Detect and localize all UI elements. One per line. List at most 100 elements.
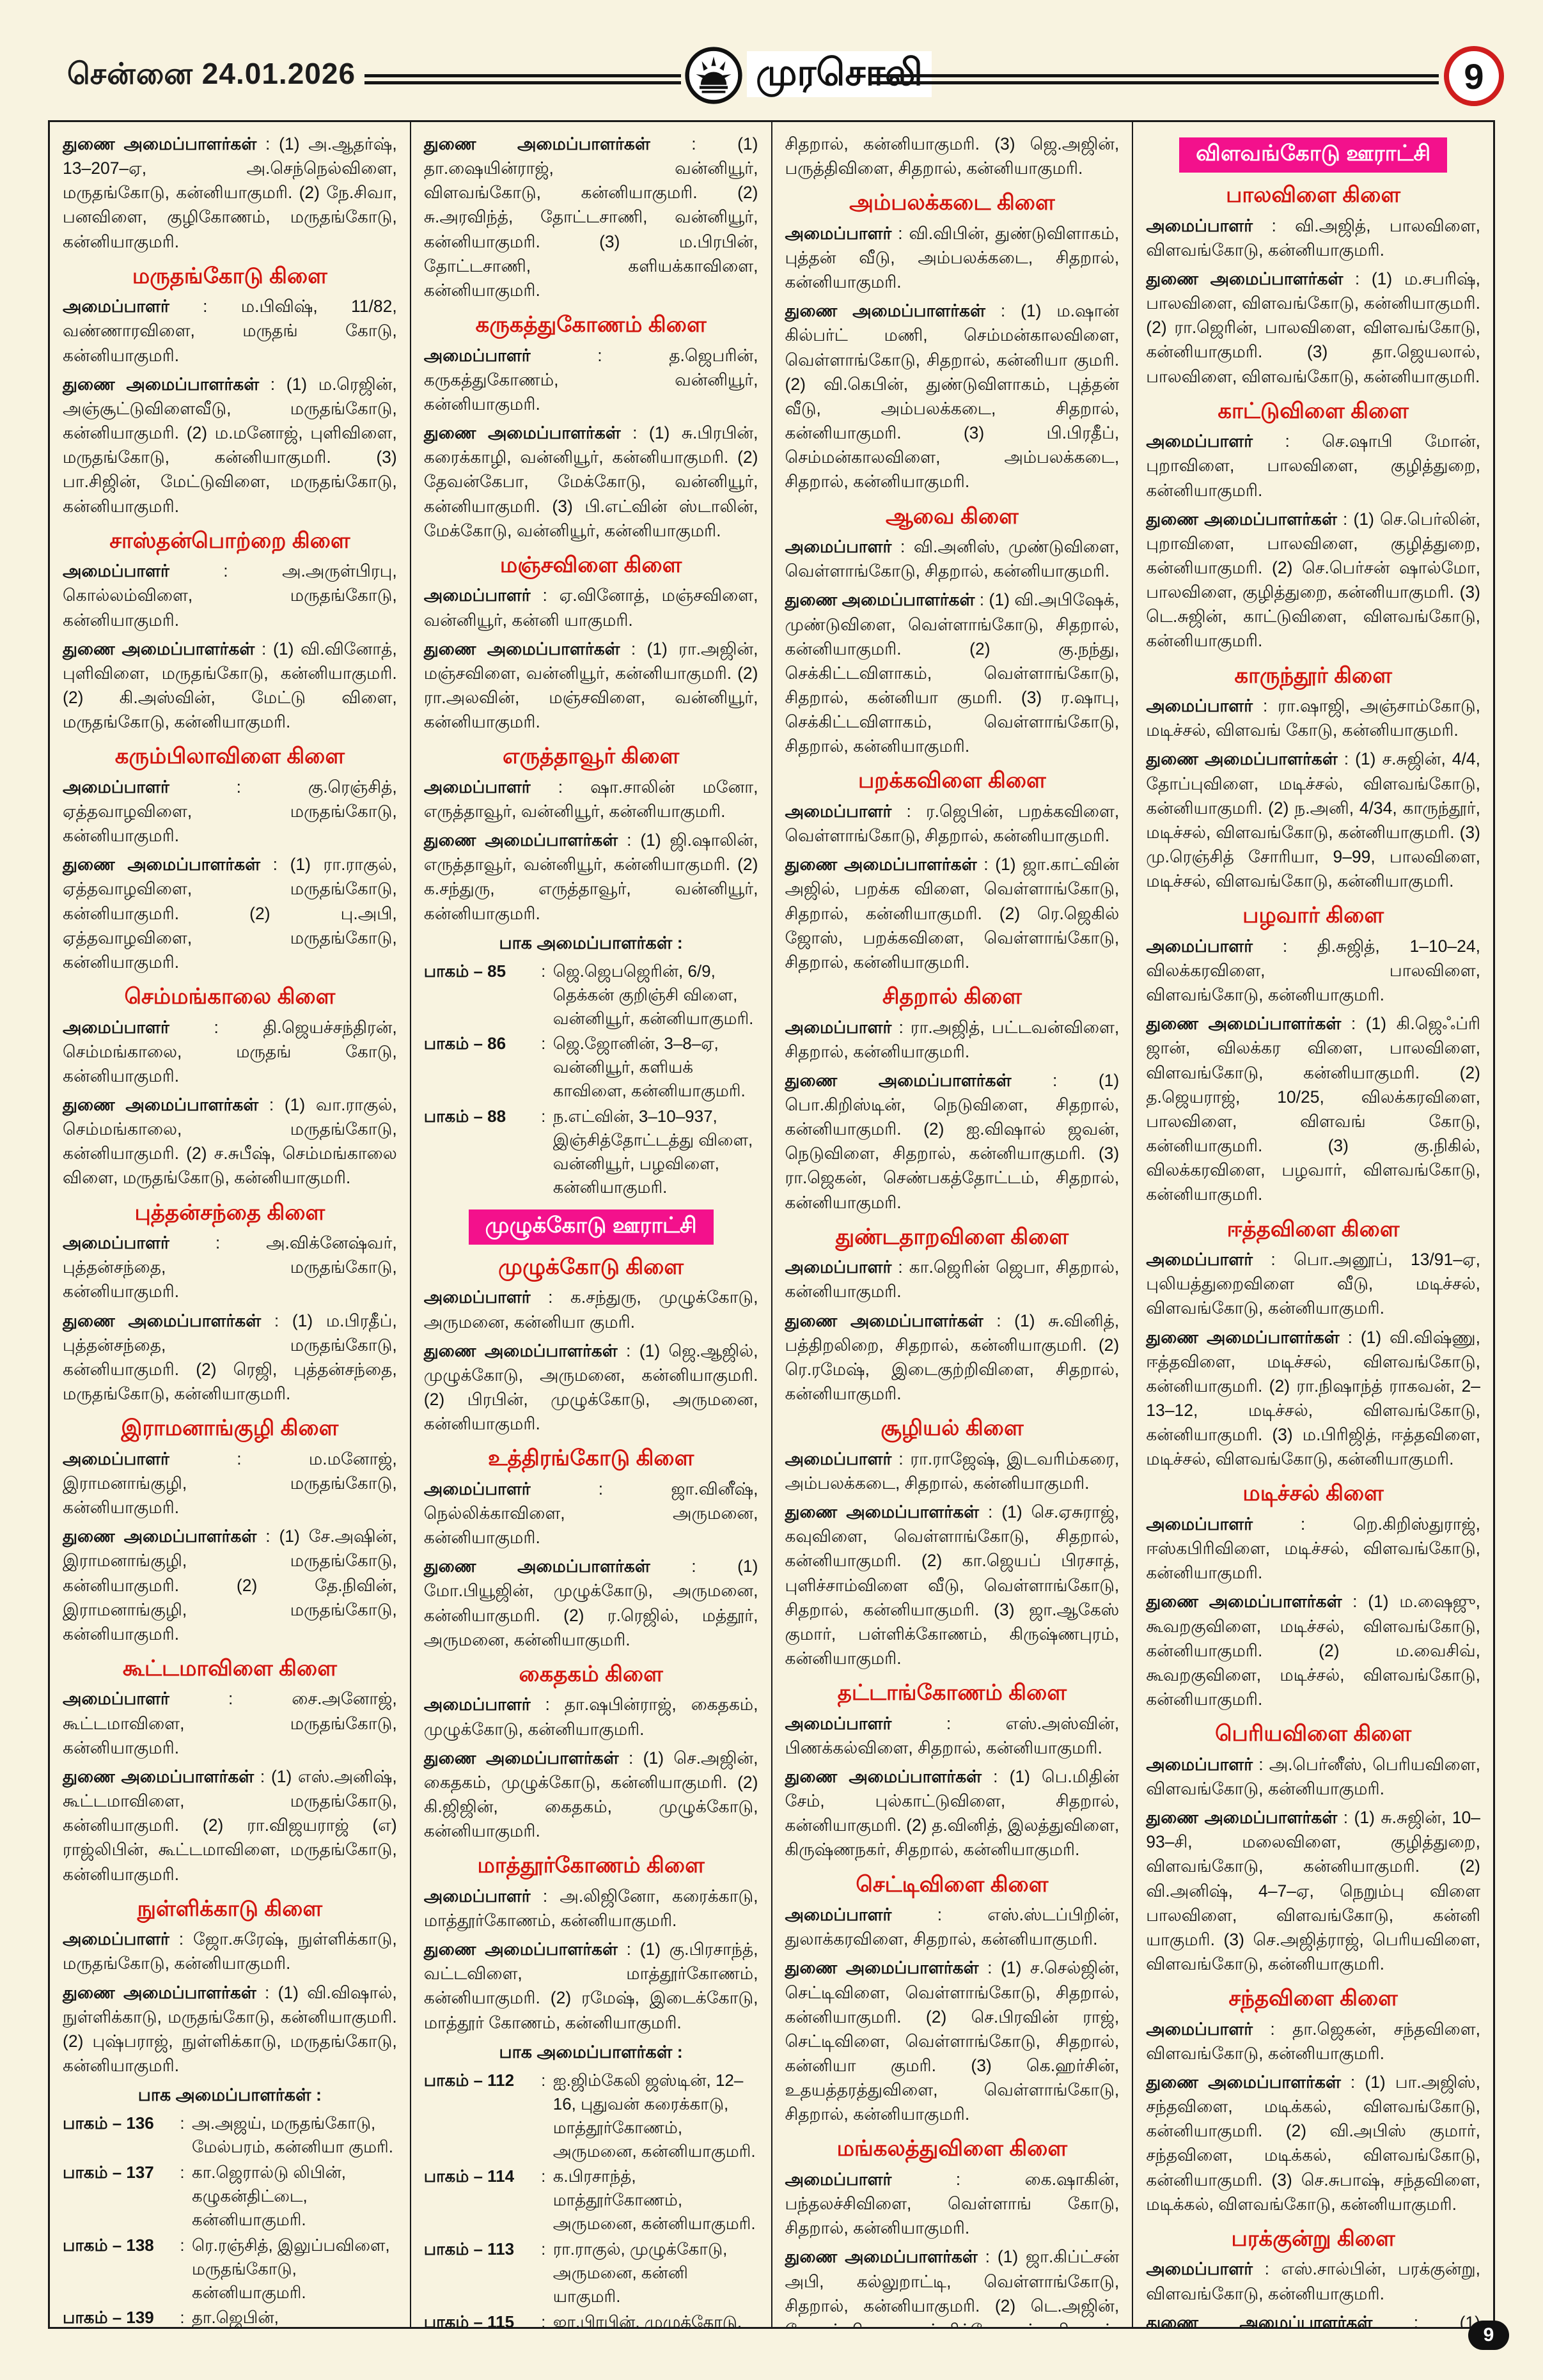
organizer-paragraph: அமைப்பாளர் : அ.விக்னேஷ்வர், புத்தன்சந்தை… [63, 1233, 397, 1302]
role-label: துணை அமைப்பாளர்கள் [785, 2247, 978, 2267]
organizer-paragraph: அமைப்பாளர் : எஸ்.அஸ்வின், பிணக்கல்விளை, … [785, 1713, 1120, 1757]
organizer-paragraph: அமைப்பாளர் : பொ.அனூப், 13/91–ஏ, புலியத்த… [1146, 1250, 1480, 1318]
role-label: அமைப்பாளர் [785, 1257, 892, 1277]
deputy-organizers-paragraph: துணை அமைப்பாளர்கள் : (1) ச.சுஜின், 4/4, … [1146, 749, 1480, 891]
branch-heading: புத்தன்சந்தை கிளை [134, 1200, 325, 1225]
deputy-organizers-paragraph: துணை அமைப்பாளர்கள் : (1) ம.பிரதீப், புத்… [63, 1311, 397, 1404]
role-label: அமைப்பாளர் [785, 801, 892, 821]
rising-sun-logo-icon [684, 46, 743, 105]
role-label: துணை அமைப்பாளர்கள் [423, 1341, 618, 1360]
branch-heading: மருதங்கோடு கிளை [132, 263, 327, 288]
news-column: சிதறால், கன்னியாகுமரி. (3) ஜெ.அஜின், பரு… [772, 122, 1134, 2327]
branch-heading: பெரியவிளை கிளை [1215, 1722, 1412, 1746]
footer-page-number: 9 [1468, 2321, 1509, 2350]
organizer-paragraph: அமைப்பாளர் : கா.ஜெரின் ஜெபா, சிதறால், கன… [785, 1257, 1120, 1302]
organizer-paragraph: அமைப்பாளர் : வி.அஜித், பாலவிளை, விளவங்கோ… [1146, 215, 1480, 260]
branch-heading: கூட்டமாவிளை கிளை [122, 1656, 337, 1681]
role-label: அமைப்பாளர் [63, 561, 169, 581]
ward-row: பாகம் – 112: ஐ.ஜிம்கேலி ஜஸ்டின், 12–16, ப… [424, 2069, 758, 2163]
content-grid: துணை அமைப்பாளர்கள் : (1) அ.ஆதர்ஷ், 13–20… [48, 120, 1495, 2329]
role-label: துணை அமைப்பாளர்கள் [63, 134, 257, 153]
ward-row: பாகம் – 115: ஜா.பிரபின், முழுக்கோடு, அரும… [424, 2310, 758, 2327]
role-label: அமைப்பாளர் [1146, 215, 1253, 235]
header-rule-left [364, 74, 681, 84]
ward-colon: : [180, 2113, 185, 2133]
role-label: துணை அமைப்பாளர்கள் [785, 1766, 982, 1786]
role-label: அமைப்பாளர் [63, 1689, 169, 1709]
role-label: துணை அமைப்பாளர்கள் [423, 134, 650, 153]
deputy-organizers-paragraph: துணை அமைப்பாளர்கள் : (1) மோ.பிறமோத், பரக… [1146, 2310, 1480, 2327]
role-label: அமைப்பாளர் [1146, 936, 1253, 956]
organizer-paragraph: அமைப்பாளர் : ம.மனோஜ், இராமனாங்குழி, மருத… [63, 1449, 397, 1518]
role-label: அமைப்பாளர் [1146, 1250, 1253, 1270]
news-column: விளவங்கோடு ஊராட்சி பாலவிளை கிளை அமைப்பாளர்… [1133, 122, 1493, 2327]
role-label: துணை அமைப்பாளர்கள் [423, 639, 620, 658]
organizer-paragraph: அமைப்பாளர் : தி.ஜெயச்சந்திரன், செம்மங்கா… [63, 1017, 397, 1085]
branch-heading: சந்தவிளை கிளை [1228, 1986, 1398, 2011]
deputy-organizers-paragraph: துணை அமைப்பாளர்கள் : (1) சு.பிரபின், கரை… [423, 423, 758, 540]
ward-row: பாகம் – 114: க.பிரசாந்த், மாத்தூர்கோணம், … [424, 2165, 758, 2236]
role-label: அமைப்பாளர் [785, 1017, 892, 1037]
deputy-organizers-paragraph: துணை அமைப்பாளர்கள் : (1) வி.வினோத், புளி… [63, 639, 397, 732]
deputy-organizers-paragraph: துணை அமைப்பாளர்கள் : (1) கு.பிரசாந்த், வ… [423, 1940, 758, 2032]
ward-text: ஜா.பிரபின், முழுக்கோடு, அருமனை, கன்னியாக… [552, 2312, 742, 2327]
branch-heading: நுள்ளிக்காடு கிளை [137, 1896, 323, 1921]
role-label: துணை அமைப்பாளர்கள் [785, 1502, 980, 1522]
deputy-organizers-paragraph: துணை அமைப்பாளர்கள் : (1) ரா.அஜின், மஞ்சவ… [423, 639, 758, 732]
role-label: அமைப்பாளர் [1146, 1754, 1253, 1774]
role-label: துணை அமைப்பாளர்கள் [1146, 1327, 1340, 1347]
role-label: துணை அமைப்பாளர்கள் [63, 1095, 259, 1114]
role-label: துணை அமைப்பாளர்கள் [1146, 2312, 1373, 2327]
deputy-organizers-paragraph: துணை அமைப்பாளர்கள் : (1) பெ.மிதின் சேம்,… [785, 1766, 1120, 1860]
role-label: துணை அமைப்பாளர்கள் [1146, 1014, 1342, 1034]
role-label: துணை அமைப்பாளர்கள் [785, 855, 977, 875]
role-label: துணை அமைப்பாளர்கள் [63, 1311, 262, 1330]
role-label: துணை அமைப்பாளர்கள் [423, 1748, 619, 1768]
ward-row: பாகம் – 137: கா.ஜெரால்டு லிபின், கழுகன்தி… [63, 2161, 397, 2232]
header-rule-right [871, 74, 1439, 84]
ward-number: பாகம் – 113 [423, 2239, 515, 2259]
organizer-paragraph: அமைப்பாளர் : ர.ஜெபின், பறக்கவிளை, வெள்ளா… [785, 801, 1120, 846]
ward-text: ஐ.ஜிம்கேலி ஜஸ்டின், 12–16, புதுவன் கரைக்… [552, 2070, 756, 2161]
ward-text: ரெ.ரஞ்சித், இலுப்பவிளை, மருதங்கோடு, கன்ன… [192, 2235, 390, 2302]
organizer-paragraph: அமைப்பாளர் : ரா.ராஜேஷ், இடவரிம்கரை, அம்ப… [785, 1449, 1120, 1493]
branch-heading: இராமனாங்குழி கிளை [121, 1416, 339, 1441]
role-label: அமைப்பாளர் [785, 537, 892, 557]
deputy-organizers-paragraph: துணை அமைப்பாளர்கள் : (1) கி.ஜெஃப்ரி ஜான்… [1146, 1014, 1480, 1204]
role-label: அமைப்பாளர் [423, 1287, 531, 1307]
deputy-organizers-paragraph: துணை அமைப்பாளர்கள் : (1) பொ.கிறிஸ்டின், … [785, 1070, 1120, 1212]
ward-row: பாகம் – 88: ந.எட்வின், 3–10–937, இஞ்சித்த… [424, 1105, 758, 1199]
role-label: அமைப்பாளர் [423, 777, 531, 797]
organizer-paragraph: அமைப்பாளர் : அ.அருள்பிரபு, கொல்லம்விளை, … [63, 561, 397, 630]
organizer-paragraph: அமைப்பாளர் : தா.ஷபின்ராஜ், கைதகம், முழுக… [423, 1695, 758, 1739]
deputy-organizers-paragraph: துணை அமைப்பாளர்கள் : (1) மோ.பியூஜின், மு… [423, 1557, 758, 1649]
ward-text: ரா.ராகுல், முழுக்கோடு, அருமனை, கன்னி யாக… [552, 2239, 728, 2306]
masthead-title: முரசொலி [747, 51, 932, 97]
branch-heading: பாலவிளை கிளை [1226, 183, 1401, 208]
organizer-paragraph: அமைப்பாளர் : ரா.அஜித், பட்டவன்விளை, சிதற… [785, 1017, 1120, 1061]
ward-row: பாகம் – 85: ஜெ.ஜெபஜெரின், 6/9, தெக்கன் கு… [424, 960, 758, 1031]
branch-heading: செட்டிவிளை கிளை [856, 1872, 1049, 1897]
role-label: அமைப்பாளர் [423, 586, 531, 605]
ward-number: பாகம் – 136 [63, 2113, 154, 2133]
branch-heading: கைதகம் கிளை [519, 1661, 663, 1686]
branch-heading: பழவார் கிளை [1242, 903, 1384, 928]
ward-text: க.பிரசாந்த், மாத்தூர்கோணம், அருமனை, கன்ன… [552, 2166, 756, 2234]
branch-heading: துண்டதாறவிளை கிளை [835, 1224, 1069, 1249]
role-label: துணை அமைப்பாளர்கள் [785, 1311, 983, 1330]
ward-list-heading: பாக அமைப்பாளர்கள் : [137, 2085, 322, 2105]
organizer-paragraph: அமைப்பாளர் : த.ஜெபரின், கருகத்துகோணம், வ… [423, 345, 758, 414]
ward-number: பாகம் – 137 [63, 2162, 154, 2182]
organizer-paragraph: அமைப்பாளர் : க.சந்துரு, முழுக்கோடு, அரும… [423, 1287, 758, 1332]
ward-number: பாகம் – 85 [423, 961, 506, 981]
branch-heading: எருத்தாவூர் கிளை [502, 744, 680, 769]
ward-number: பாகம் – 115 [423, 2312, 515, 2327]
role-label: துணை அமைப்பாளர்கள் [423, 1940, 618, 1959]
role-label: அமைப்பாளர் [1146, 2259, 1253, 2279]
deputy-organizers-paragraph: துணை அமைப்பாளர்கள் : (1) ம.ஷான் கில்பர்ட… [785, 301, 1120, 492]
branch-heading: மங்கலத்துவிளை கிளை [836, 2136, 1068, 2161]
branch-heading: உத்திரங்கோடு கிளை [487, 1446, 694, 1471]
ward-row: பாகம் – 86: ஜெ.ஜோனின், 3–8–ஏ, வன்னியூர், … [424, 1032, 758, 1103]
edition-dateline: சென்னை 24.01.2026 [67, 57, 356, 90]
